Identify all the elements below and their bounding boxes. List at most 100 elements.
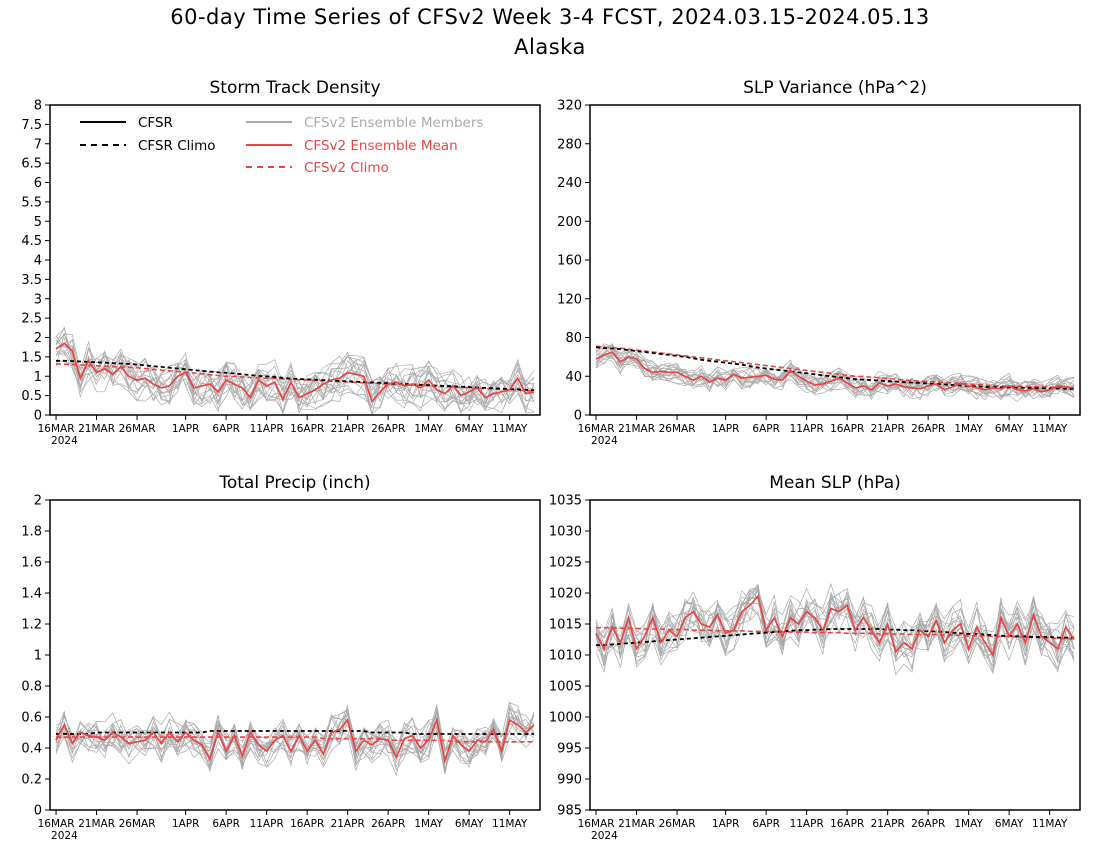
x-tick-label: 16MAR (38, 423, 75, 435)
ensemble-mean-line (595, 351, 1075, 393)
y-tick-label: 990 (557, 773, 582, 788)
x-tick-label: 21MAR (78, 818, 115, 830)
y-tick-label: 2 (34, 331, 42, 346)
y-tick-label: 6.5 (21, 157, 42, 172)
y-tick-label: 3.5 (21, 273, 42, 288)
y-tick-label: 1015 (549, 618, 582, 633)
cfsr-climo-line (56, 730, 534, 735)
y-tick-label: 2 (34, 494, 42, 509)
x-tick-label: 26APR (371, 818, 405, 830)
x-tick-label: 11MAY (492, 818, 528, 830)
x-year-label: 2024 (51, 830, 78, 842)
y-tick-label: 120 (557, 292, 582, 307)
x-tick-label: 16APR (830, 818, 864, 830)
x-tick-label: 11MAY (492, 423, 528, 435)
plot-frame (589, 499, 1081, 811)
y-tick-label: 0.4 (21, 742, 42, 757)
y-tick-label: 280 (557, 137, 582, 152)
cfsr-climo-line (595, 346, 1074, 390)
x-tick-label: 6MAY (455, 818, 484, 830)
ensemble-member-line (55, 707, 535, 772)
x-tick-label: 26MAR (659, 423, 696, 435)
x-tick-label: 16MAR (578, 423, 615, 435)
y-tick-label: 6 (34, 176, 42, 191)
x-tick-label: 11MAY (1032, 423, 1068, 435)
legend-label: CFSv2 Climo (304, 160, 389, 176)
x-tick-label: 1APR (172, 818, 200, 830)
y-tick-label: 240 (557, 176, 582, 191)
legend-ensemble-mean: CFSv2 Ensemble Mean (246, 138, 458, 154)
y-tick-label: 0.5 (21, 389, 42, 404)
panel-title: SLP Variance (hPa^2) (743, 78, 927, 98)
ensemble-member-line (55, 349, 535, 414)
y-tick-label: 320 (557, 99, 582, 114)
x-tick-label: 21MAR (618, 818, 655, 830)
y-tick-label: 985 (557, 804, 582, 819)
x-tick-label: 16MAR (38, 818, 75, 830)
ensemble-member-line (55, 336, 535, 410)
ensemble-member-line (55, 348, 535, 415)
legend-label: CFSR (138, 115, 173, 131)
legend-label: CFSv2 Ensemble Mean (304, 138, 458, 154)
y-tick-label: 1 (34, 649, 42, 664)
ensemble-mean-line (55, 717, 535, 764)
legend: CFSR CFSR Climo CFSv2 Ensemble Members CFSv… (80, 115, 483, 176)
x-tick-label: 21APR (331, 818, 365, 830)
y-tick-label: 0.6 (21, 711, 42, 726)
panel-title: Mean SLP (hPa) (769, 473, 901, 493)
ensemble-mean-line (595, 594, 1075, 658)
x-tick-label: 1MAY (954, 818, 983, 830)
x-tick-label: 1MAY (414, 423, 443, 435)
ensemble-member-line (595, 593, 1075, 675)
ensemble-member-line (55, 326, 535, 410)
y-tick-label: 5 (34, 215, 42, 230)
y-tick-label: 1030 (549, 525, 582, 540)
x-tick-label: 11APR (250, 423, 284, 435)
y-tick-label: 0.2 (21, 773, 42, 788)
panel-total-precip: Total Precip (inch) 0 0.2 0.4 0.6 0.8 1 1.2 1.4 1… (21, 473, 541, 842)
panel-slp-variance: SLP Variance (hPa^2) 0 40 80 120 160 200 240 280… (557, 78, 1081, 447)
y-tick-label: 8 (34, 99, 42, 114)
panel-title: Storm Track Density (209, 78, 380, 98)
x-tick-label: 26MAR (659, 818, 696, 830)
ensemble-member-line (55, 345, 535, 414)
x-tick-label: 21MAR (618, 423, 655, 435)
ensemble-member-line (595, 584, 1075, 668)
y-tick-label: 0 (574, 409, 582, 424)
ensemble-member-line (55, 350, 535, 406)
x-tick-label: 11APR (790, 818, 824, 830)
y-tick-label: 1.8 (21, 525, 42, 540)
y-tick-label: 80 (565, 331, 582, 346)
legend-cfsv2-climo: CFSv2 Climo (246, 160, 389, 176)
x-tick-label: 21APR (331, 423, 365, 435)
y-tick-label: 1000 (549, 711, 582, 726)
panel-mean-slp: Mean SLP (hPa) 985 990 995 1000 1005 1010 1015 1… (549, 473, 1081, 842)
legend-label: CFSR Climo (138, 138, 216, 154)
x-tick-label: 26MAR (119, 818, 156, 830)
ensemble-mean-line (55, 342, 535, 404)
cfsr-climo-line (596, 628, 1074, 646)
y-tick-label: 1 (34, 370, 42, 385)
ensemble-members (55, 700, 535, 777)
figure-subtitle-region: Alaska (514, 35, 586, 59)
y-tick-label: 1010 (549, 649, 582, 664)
y-tick-label: 1.2 (21, 618, 42, 633)
x-tick-label: 26APR (371, 423, 405, 435)
x-year-label: 2024 (51, 435, 78, 447)
y-tick-label: 0.8 (21, 680, 42, 695)
y-tick-label: 1025 (549, 556, 582, 571)
legend-members: CFSv2 Ensemble Members (246, 115, 483, 131)
y-tick-label: 0 (34, 409, 42, 424)
legend-cfsr-climo: CFSR Climo (80, 138, 216, 154)
y-tick-label: 200 (557, 215, 582, 230)
x-tick-label: 21APR (871, 423, 905, 435)
x-tick-label: 26APR (911, 423, 945, 435)
ensemble-member-line (595, 585, 1075, 662)
x-tick-label: 16APR (290, 423, 324, 435)
y-tick-label: 7 (34, 137, 42, 152)
x-tick-label: 6APR (212, 818, 240, 830)
y-tick-label: 1020 (549, 587, 582, 602)
y-tick-label: 995 (557, 742, 582, 757)
y-tick-label: 1.6 (21, 556, 42, 571)
panel-storm-track-density: Storm Track Density 0 0.5 1 1.5 2 2.5 3 3.5 4 4.5 5… (21, 78, 541, 447)
